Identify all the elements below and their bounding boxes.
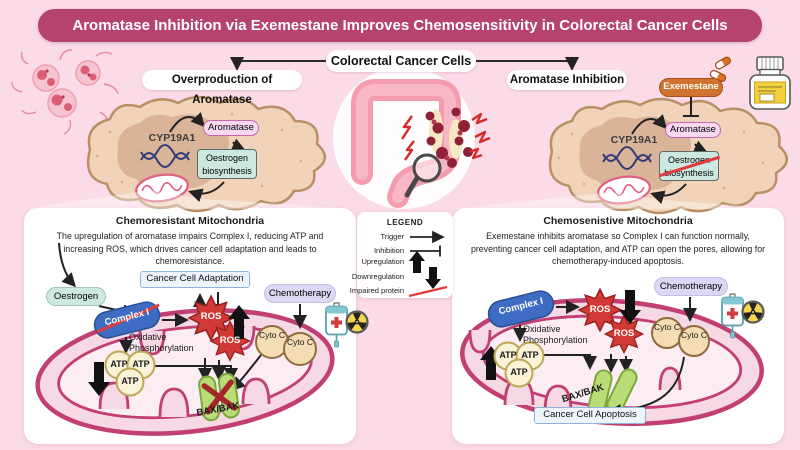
ros-label: ROS [200,311,222,322]
downregulation-icon [425,267,441,289]
legend-title: LEGEND [386,218,424,227]
legend-item-inhibition: Inhibition [373,246,404,255]
right-complex1-shape [487,290,555,328]
legend-item-upregulation: Upregulation [361,257,404,266]
left-aromatase-label: Aromatase [203,120,259,136]
right-cytc-circles [651,317,710,357]
right-chemotherapy-label: Chemotherapy [654,277,728,296]
cancer-cells-cluster-icon [11,49,119,135]
pill-bottle-icon [749,56,791,110]
upregulation-icon [409,251,425,273]
atp-label: ATP [121,376,139,386]
legend-item-trigger: Trigger [380,232,404,241]
cytc-label: Cyto C [681,330,707,340]
downregulation-arrow [88,362,110,396]
right-panel-title: Chemosenistive Mitochondria [543,215,693,227]
left-oxphos-label: Oxidative Phosphorylation [129,332,194,353]
colon-illustration [333,67,491,209]
zoom-beam-right [452,192,784,209]
right-oxphos-label: Oxidative Phosphorylation [523,324,588,345]
right-aromatase-label: Aromatase [665,122,721,138]
impaired-protein-slash [96,303,160,334]
atp-label: ATP [521,350,539,360]
cytc-label: Cyto C [654,322,680,332]
overproduction-header: Overproduction of Aromatase [142,70,302,106]
left-baxbak-channel [198,372,240,422]
inhibition-header: Aromatase Inhibition [507,70,627,90]
atp-label: ATP [110,359,128,369]
legend-item-impaired: Impaired protein [349,286,404,295]
left-cytc-circles [255,325,317,366]
exemestane-label: Exemestane [659,78,723,97]
colorectal-cancer-cells-label: Colorectal Cancer Cells [326,50,476,72]
magnifier-icon [404,153,442,198]
atp-label: ATP [132,359,150,369]
impaired-protein-icon [408,285,448,298]
ros-label: ROS [613,328,635,339]
right-oestrogen-biosynthesis-text: Oestrogen biosynthesis [664,155,714,178]
atp-label: ATP [499,350,517,360]
right-baxbak-channel [587,368,638,417]
legend-symbols [408,230,448,298]
tumor-cells [425,107,473,168]
cytc-label: Cyto C [259,330,285,340]
capsule-icons [709,56,731,83]
left-oestrogen-biosynthesis-label: Oestrogen biosynthesis [197,149,257,179]
left-panel-title: Chemoresistant Mitochondria [115,215,265,227]
right-gene-label: CYP19A1 [610,134,658,146]
cancer-cell-adaptation-box: Cancer Cell Adaptation [140,271,250,288]
atp-label: ATP [510,367,528,377]
right-cell-arrows [631,97,707,204]
blocked-x-icon [201,379,238,415]
page-title: Aromatase Inhibition via Exemestane Impr… [38,9,762,42]
right-atp-circles [493,341,545,388]
right-panel-description: Exemestane inhibits aromatase so Complex… [470,231,766,266]
left-panel-description: The upregulation of aromatase impairs Co… [56,231,324,266]
right-panel-arrows [513,297,697,373]
upregulation-arrow [228,305,250,339]
cytc-label: Cyto C [287,337,313,347]
right-oestrogen-biosynthesis-label: Oestrogen biosynthesis [658,151,720,181]
ros-label: ROS [589,304,611,315]
header-connectors [230,57,579,71]
inflammation-bolts [401,112,491,161]
left-gene-label: CYP19A1 [148,132,196,144]
downregulation-arrow [619,290,641,324]
oestrogen-label: Oestrogen [46,287,106,306]
ros-label: ROS [219,335,241,346]
legend-item-downregulation: Downregulation [351,272,404,281]
cancer-cell-apoptosis-box: Cancer Cell Apoptosis [534,407,646,424]
left-atp-circles [104,350,156,397]
left-chemotherapy-label: Chemotherapy [264,284,336,303]
